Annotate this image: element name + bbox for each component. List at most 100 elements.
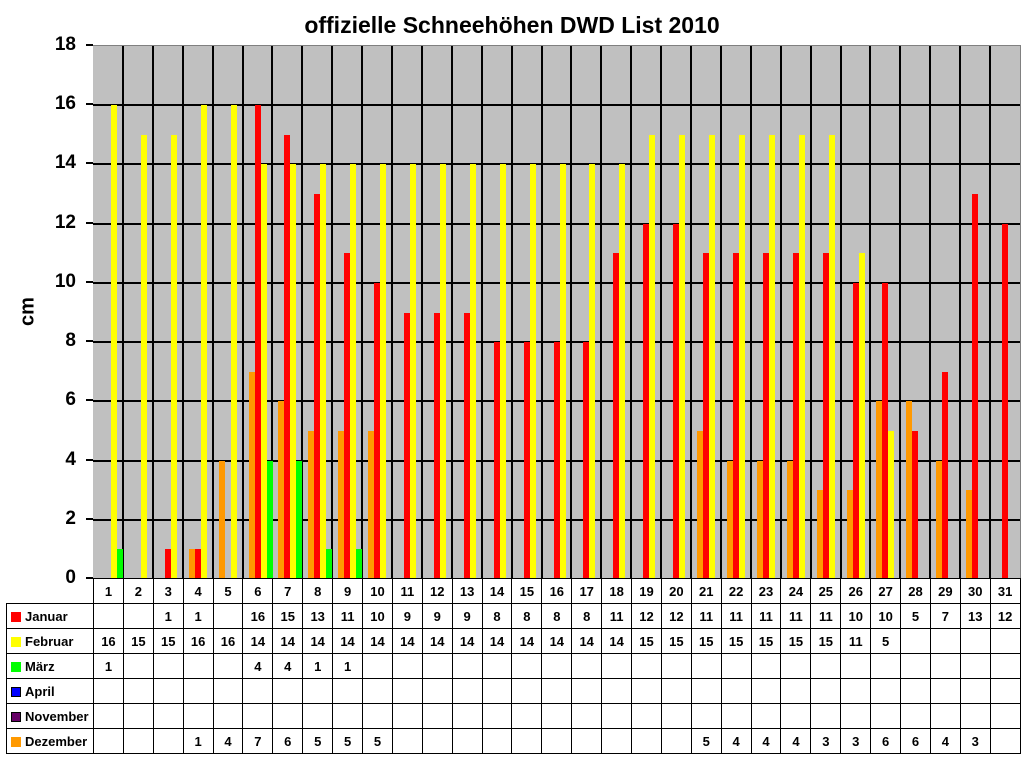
table-cell xyxy=(929,678,961,704)
legend-entry: Januar xyxy=(6,603,94,629)
bar-dezember-day-29 xyxy=(936,460,943,579)
table-cell xyxy=(959,653,991,679)
table-row: Januar 1 1 16 15 13 11 10 9 9 9 8 8 8 8 11 12 12 11 11 11 11 1… xyxy=(6,603,1021,629)
table-cell: 11 xyxy=(750,603,782,629)
table-cell xyxy=(720,703,752,729)
gridline-vertical xyxy=(660,46,663,579)
y-tick-label: 4 xyxy=(65,448,76,470)
table-cell xyxy=(122,603,154,629)
table-cell: 14 xyxy=(272,628,304,654)
table-row: Dezember 1 4 7 6 5 5 5 5 4 4 4 3 3 6 6 4 3 xyxy=(6,728,1021,754)
x-tick-label: 22 xyxy=(720,578,752,604)
table-cell xyxy=(810,653,842,679)
bar-februar-day-4 xyxy=(200,105,207,579)
legend-label: April xyxy=(25,683,55,699)
y-tick-label: 0 xyxy=(65,567,76,588)
gridline-vertical xyxy=(899,46,902,579)
x-tick-label: 18 xyxy=(601,578,633,604)
table-cell xyxy=(391,728,423,754)
table-cell: 15 xyxy=(750,628,782,654)
table-row: November xyxy=(6,703,1021,729)
legend-entry: Dezember xyxy=(6,728,94,754)
table-cell xyxy=(840,703,872,729)
bar-januar-day-14 xyxy=(493,342,500,579)
bar-februar-day-18 xyxy=(619,164,626,579)
table-cell: 3 xyxy=(959,728,991,754)
bar-februar-day-25 xyxy=(828,134,835,579)
table-cell: 15 xyxy=(690,628,722,654)
legend-label: März xyxy=(25,658,55,674)
table-cell: 11 xyxy=(780,603,812,629)
gridline-horizontal xyxy=(93,104,1020,107)
table-cell: 14 xyxy=(302,628,334,654)
gridline-vertical xyxy=(600,46,603,579)
table-cell xyxy=(571,728,603,754)
table-cell: 1 xyxy=(93,653,124,679)
table-cell xyxy=(900,703,931,729)
bar-februar-day-17 xyxy=(589,164,596,579)
y-tick-label: 8 xyxy=(65,330,76,352)
bar-februar-day-22 xyxy=(738,134,745,579)
gridline-vertical xyxy=(181,46,184,579)
x-tick-label: 10 xyxy=(362,578,393,604)
table-cell xyxy=(750,678,782,704)
gridline-vertical xyxy=(420,46,423,579)
gridline-vertical xyxy=(121,46,124,579)
table-cell xyxy=(631,728,662,754)
bar-januar-day-25 xyxy=(822,253,829,579)
table-cell xyxy=(750,703,782,729)
table-cell xyxy=(989,678,1021,704)
bar-januar-day-23 xyxy=(762,253,769,579)
gridline-horizontal xyxy=(93,163,1020,166)
bar-dezember-day-22 xyxy=(726,460,733,579)
gridline-vertical xyxy=(749,46,752,579)
gridline-vertical xyxy=(869,46,872,579)
table-cell xyxy=(272,703,304,729)
table-cell xyxy=(601,728,633,754)
x-tick-label: 4 xyxy=(182,578,214,604)
legend-swatch-icon xyxy=(11,687,21,698)
table-cell xyxy=(631,703,662,729)
table-cell: 13 xyxy=(959,603,991,629)
table-cell xyxy=(511,728,543,754)
bar-januar-day-12 xyxy=(433,312,440,579)
table-cell xyxy=(900,628,931,654)
table-cell: 5 xyxy=(870,628,902,654)
table-cell: 6 xyxy=(272,728,304,754)
gridline-vertical xyxy=(391,46,394,579)
table-cell xyxy=(571,653,603,679)
x-tick-label: 28 xyxy=(900,578,931,604)
table-cell: 14 xyxy=(601,628,633,654)
x-tick-label: 14 xyxy=(481,578,513,604)
bar-februar-day-26 xyxy=(858,253,865,579)
gridline-vertical xyxy=(480,46,483,579)
table-cell: 14 xyxy=(421,628,453,654)
table-cell: 16 xyxy=(212,628,244,654)
table-cell xyxy=(302,678,334,704)
gridline-vertical xyxy=(241,46,244,579)
table-cell xyxy=(421,728,453,754)
table-cell xyxy=(242,703,274,729)
table-cell: 14 xyxy=(511,628,543,654)
data-table: 1 2 3 4 5 6 7 8 9 10 11 12 13 14 15 16 17 18 19 20 21 22 23 24 2… xyxy=(6,578,1021,754)
table-cell xyxy=(93,728,124,754)
bar-februar-day-2 xyxy=(140,134,147,579)
y-tick-mark xyxy=(86,458,93,461)
table-cell xyxy=(511,678,543,704)
bar-januar-day-11 xyxy=(404,312,411,579)
legend-entry: März xyxy=(6,653,94,679)
table-cell xyxy=(541,703,573,729)
table-cell: 15 xyxy=(660,628,692,654)
table-cell xyxy=(750,653,782,679)
gridline-vertical xyxy=(151,46,154,579)
bar-dezember-day-6 xyxy=(248,371,255,579)
gridline-vertical xyxy=(809,46,812,579)
table-cell: 5 xyxy=(332,728,364,754)
y-tick-label: 12 xyxy=(54,211,76,233)
bar-dezember-day-28 xyxy=(906,401,913,579)
table-cell: 15 xyxy=(152,628,184,654)
bar-januar-day-29 xyxy=(942,371,949,579)
gridline-vertical xyxy=(510,46,513,579)
y-tick-mark xyxy=(86,103,93,106)
table-cell xyxy=(900,653,931,679)
